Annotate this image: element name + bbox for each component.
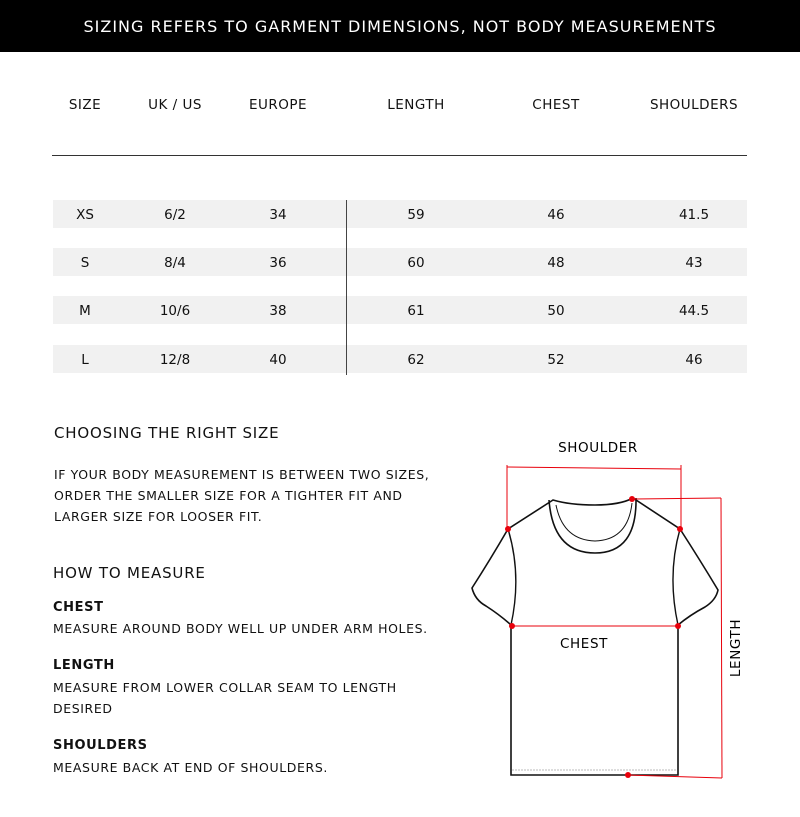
length-label: LENGTH [53,658,115,673]
table-cell: 48 [547,255,565,271]
choosing-title: CHOOSING THE RIGHT SIZE [54,424,280,442]
collar [548,497,637,554]
length-text: MEASURE FROM LOWER COLLAR SEAM TO LENGTH… [53,677,397,719]
table-cell: 43 [685,255,703,271]
text-line: DESIRED [53,701,113,716]
table-cell: 41.5 [678,207,710,223]
header-length: LENGTH [387,97,445,113]
measure-title: HOW TO MEASURE [53,564,206,582]
table-cell: S [80,255,90,271]
table-cell: 46 [685,352,703,368]
header-chest: CHEST [532,97,580,113]
shoulder-label: SHOULDER [558,440,638,456]
table-cell: XS [76,207,94,223]
choosing-text: IF YOUR BODY MEASUREMENT IS BETWEEN TWO … [54,464,429,527]
table-cell: 40 [269,352,287,368]
header-uk-us: UK / US [148,97,202,113]
table-cell: 8/4 [164,255,186,271]
table-cell: 52 [547,352,565,368]
table-cell: 38 [269,303,287,319]
table-cell: 59 [407,207,425,223]
table-cell: 62 [407,352,425,368]
shoulders-text: MEASURE BACK AT END OF SHOULDERS. [53,760,328,775]
text-line: IF YOUR BODY MEASUREMENT IS BETWEEN TWO … [54,467,430,482]
table-cell: 46 [547,207,565,223]
chest-diagram-label: CHEST [560,636,608,652]
chest-label: CHEST [53,600,104,615]
text-line: MEASURE FROM LOWER COLLAR SEAM TO LENGTH [53,680,397,695]
chest-text: MEASURE AROUND BODY WELL UP UNDER ARM HO… [53,621,428,636]
header-size: SIZE [68,97,102,113]
text-line: LARGER SIZE FOR LOOSER FIT. [54,509,263,524]
table-cell: 6/2 [164,207,186,223]
table-cell: 50 [547,303,565,319]
table-cell: 10/6 [159,303,191,319]
table-row: XS 6/2 34 59 46 41.5 [53,200,747,228]
table-row: L 12/8 40 62 52 46 [53,345,747,373]
shoulders-label: SHOULDERS [53,738,148,753]
length-diagram-label: LENGTH [728,619,744,677]
table-row: M 10/6 38 61 50 44.5 [53,296,747,324]
table-cell: 34 [269,207,287,223]
header-divider [52,155,747,156]
tshirt-outline [471,497,719,776]
table-cell: M [79,303,91,319]
table-cell: 61 [407,303,425,319]
table-row: S 8/4 36 60 48 43 [53,248,747,276]
header-shoulders: SHOULDERS [649,97,739,113]
text-line: ORDER THE SMALLER SIZE FOR A TIGHTER FIT… [54,488,403,503]
table-cell: 44.5 [678,303,710,319]
table-cell: L [81,352,89,368]
table-cell: 12/8 [159,352,191,368]
measure-points [505,496,683,778]
measure-lines [506,465,723,779]
column-divider [346,200,347,375]
header-europe: EUROPE [248,97,308,113]
table-cell: 60 [407,255,425,271]
table-cell: 36 [269,255,287,271]
sizing-banner: SIZING REFERS TO GARMENT DIMENSIONS, NOT… [0,0,800,52]
